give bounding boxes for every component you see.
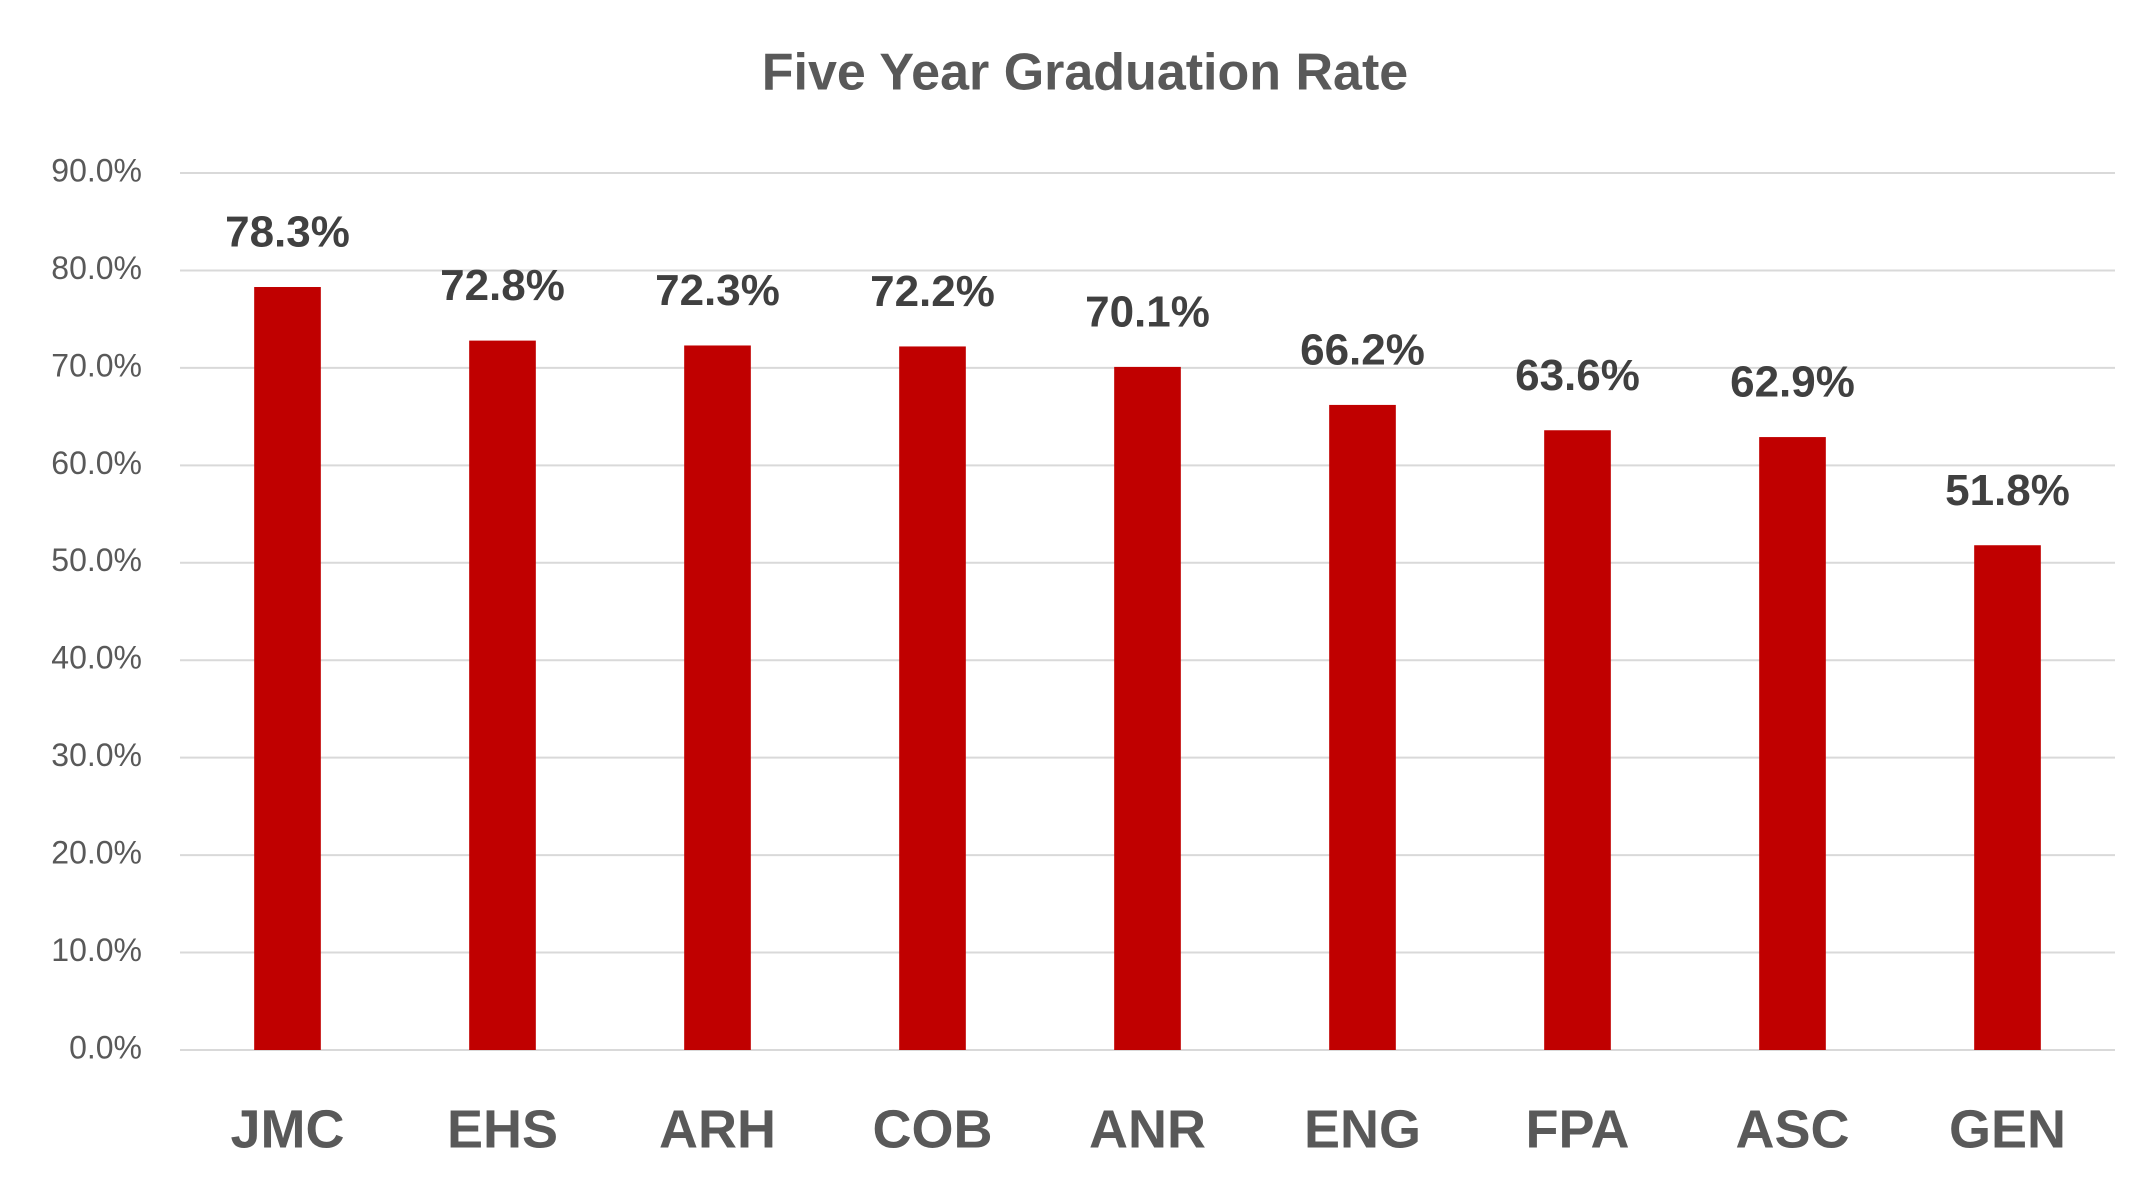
y-tick-label: 40.0% (51, 640, 142, 676)
value-label: 70.1% (1085, 288, 1210, 337)
value-label: 51.8% (1945, 466, 2070, 515)
x-tick-label: ENG (1304, 1099, 1421, 1159)
value-label: 72.8% (440, 261, 565, 310)
bar (684, 345, 751, 1050)
x-tick-label: FPA (1526, 1099, 1630, 1159)
chart-title: Five Year Graduation Rate (762, 44, 1408, 102)
y-tick-label: 60.0% (51, 445, 142, 481)
y-tick-label: 30.0% (51, 737, 142, 773)
bar (899, 346, 966, 1050)
bar (1759, 437, 1826, 1050)
x-tick-label: ANR (1089, 1099, 1206, 1159)
value-label: 72.3% (655, 266, 780, 315)
value-label: 66.2% (1300, 326, 1425, 375)
y-tick-label: 50.0% (51, 542, 142, 578)
value-label: 62.9% (1730, 358, 1855, 407)
x-tick-label: COB (873, 1099, 993, 1159)
x-tick-label: ASC (1735, 1099, 1849, 1159)
y-tick-label: 20.0% (51, 835, 142, 871)
bar (1544, 430, 1611, 1051)
y-tick-label: 90.0% (51, 152, 142, 188)
value-label: 78.3% (225, 208, 350, 257)
value-label: 72.2% (870, 267, 995, 316)
x-tick-label: EHS (447, 1099, 558, 1159)
bar (469, 340, 536, 1050)
x-tick-label: ARH (659, 1099, 776, 1159)
y-tick-label: 10.0% (51, 932, 142, 968)
bar (1114, 366, 1181, 1051)
x-tick-label: GEN (1949, 1099, 2066, 1159)
x-tick-label: JMC (230, 1099, 344, 1159)
bar (254, 287, 321, 1050)
y-tick-label: 70.0% (51, 347, 142, 383)
y-tick-label: 0.0% (69, 1029, 142, 1065)
bar (1974, 545, 2041, 1050)
value-label: 63.6% (1515, 351, 1640, 400)
y-tick-label: 80.0% (51, 250, 142, 286)
bar (1329, 404, 1396, 1050)
